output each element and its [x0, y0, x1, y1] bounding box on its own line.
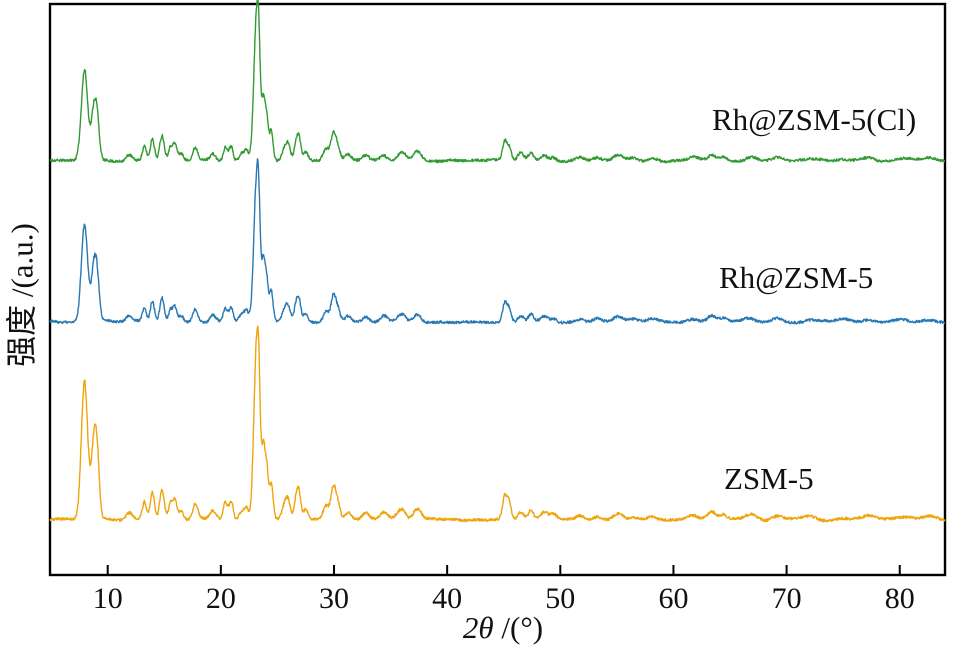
x-tick-label: 70 — [772, 582, 802, 615]
x-tick-label: 30 — [319, 582, 349, 615]
x-tick-label: 10 — [93, 582, 123, 615]
x-axis-label: 2θ /(°) — [463, 612, 543, 643]
y-axis-label: 强度 /(a.u.) — [4, 223, 40, 367]
x-axis-label-units: /(°) — [493, 610, 544, 645]
x-tick-label: 40 — [432, 582, 462, 615]
series-label-rh-zsm5-cl: Rh@ZSM-5(Cl) — [712, 102, 917, 137]
x-tick-label: 50 — [545, 582, 575, 615]
x-tick-label: 20 — [206, 582, 236, 615]
series-label-rh-zsm5: Rh@ZSM-5 — [719, 260, 874, 295]
x-tick-label: 60 — [658, 582, 688, 615]
series-label-zsm5: ZSM-5 — [724, 461, 814, 496]
x-axis-label-2theta: 2θ — [462, 610, 494, 645]
xrd-trace-zsm-5 — [49, 325, 946, 523]
xrd-trace-rh-zsm-5-cl- — [49, 0, 946, 164]
plot-frame — [48, 2, 947, 577]
xrd-trace-rh-zsm-5 — [49, 158, 946, 325]
x-tick-label: 80 — [885, 582, 915, 615]
